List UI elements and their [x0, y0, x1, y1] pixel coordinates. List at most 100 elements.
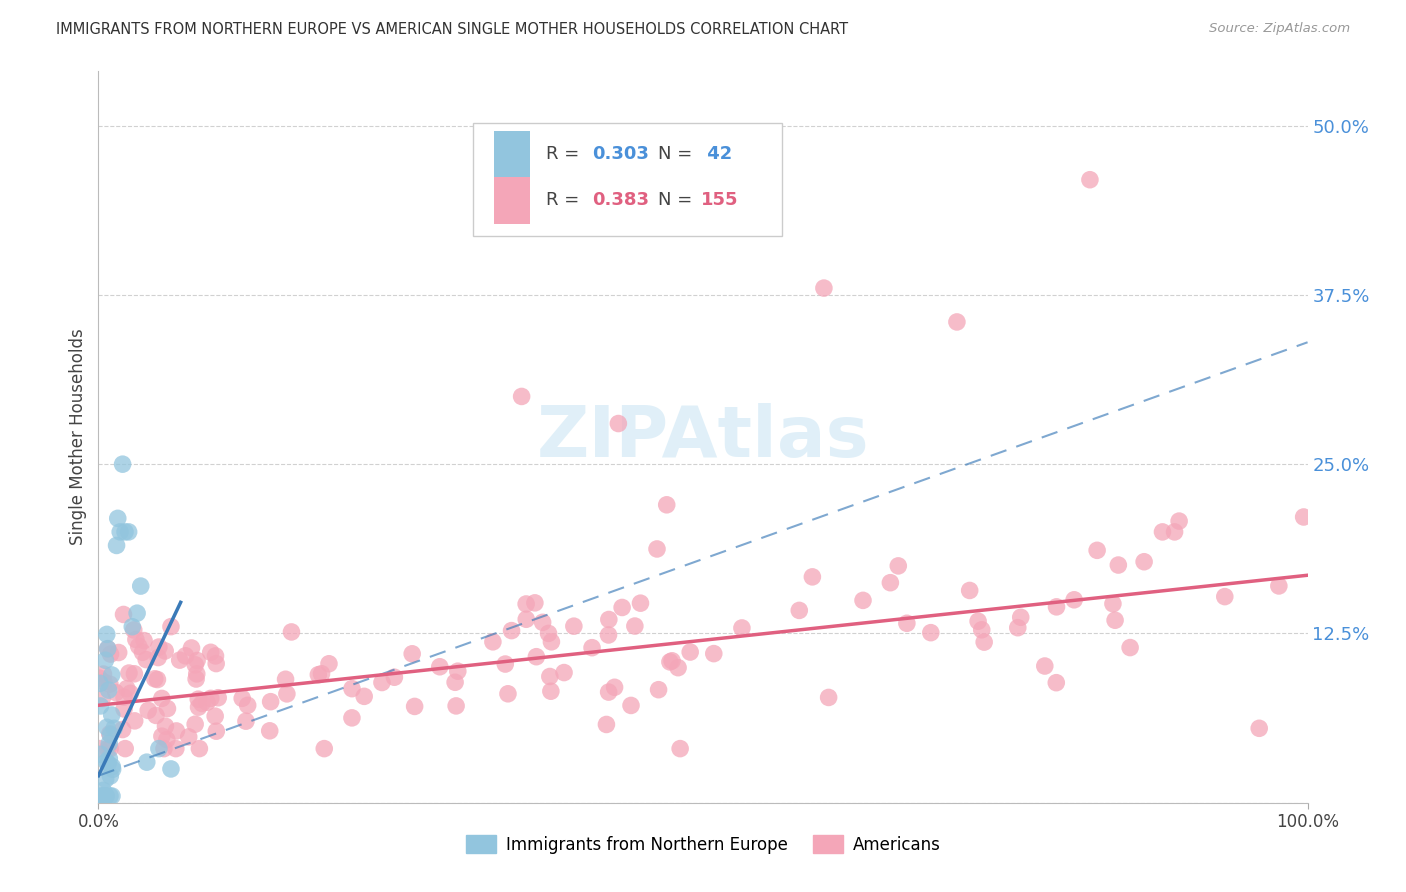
Point — [165, 741, 187, 756]
Point — [598, 628, 620, 642]
Point — [174, 648, 197, 663]
Point — [184, 672, 207, 686]
Point — [191, 697, 214, 711]
Point — [107, 511, 129, 525]
Point — [1033, 659, 1056, 673]
Point — [98, 677, 121, 691]
Point — [200, 691, 222, 706]
Point — [645, 541, 668, 556]
Point — [496, 687, 519, 701]
Point — [1107, 558, 1129, 572]
Point — [669, 741, 692, 756]
Point — [156, 732, 179, 747]
Point — [101, 762, 124, 776]
Point — [562, 619, 585, 633]
Point — [93, 675, 115, 690]
Point — [150, 691, 173, 706]
Point — [501, 624, 523, 638]
Point — [112, 690, 135, 705]
Point — [603, 681, 626, 695]
Point — [90, 789, 112, 803]
Point — [132, 633, 155, 648]
Point — [852, 593, 875, 607]
Point — [259, 695, 281, 709]
Point — [896, 616, 918, 631]
Point — [125, 632, 148, 647]
Point — [118, 666, 141, 681]
Point — [630, 596, 652, 610]
Point — [259, 723, 281, 738]
Point — [165, 723, 187, 738]
Point — [91, 789, 114, 803]
Point — [98, 736, 121, 750]
Point — [128, 639, 150, 653]
Point — [96, 720, 118, 734]
Point — [340, 681, 363, 696]
Point — [186, 666, 208, 681]
Point — [98, 727, 121, 741]
Point — [970, 623, 993, 637]
Point — [787, 603, 810, 617]
Point — [108, 524, 131, 539]
Point — [598, 685, 620, 699]
Point — [307, 667, 329, 681]
Point — [96, 789, 118, 803]
Point — [180, 640, 202, 655]
Point — [155, 719, 177, 733]
Point — [318, 657, 340, 671]
Point — [148, 640, 170, 654]
Point — [371, 675, 394, 690]
Text: R =: R = — [546, 145, 585, 163]
Point — [447, 664, 470, 678]
Point — [97, 641, 120, 656]
Text: 0.303: 0.303 — [592, 145, 648, 163]
Point — [89, 698, 111, 713]
Point — [1063, 592, 1085, 607]
Point — [94, 772, 117, 787]
Point — [280, 624, 302, 639]
Point — [103, 721, 125, 735]
Point — [118, 524, 141, 539]
Point — [610, 600, 633, 615]
Point — [93, 789, 115, 803]
Text: ZIPAtlas: ZIPAtlas — [537, 402, 869, 472]
Point — [1085, 543, 1108, 558]
Point — [1268, 579, 1291, 593]
Point — [112, 702, 135, 716]
Point — [598, 613, 620, 627]
Point — [97, 683, 120, 698]
Point — [204, 648, 226, 663]
Point — [93, 789, 115, 803]
Point — [231, 691, 253, 706]
Point — [93, 789, 115, 803]
Point — [624, 619, 647, 633]
Point — [195, 695, 218, 709]
Text: 42: 42 — [700, 145, 733, 163]
Point — [1010, 610, 1032, 624]
Point — [115, 681, 138, 696]
Point — [494, 657, 516, 671]
Point — [205, 657, 228, 671]
Point — [111, 457, 134, 471]
Point — [946, 315, 969, 329]
Point — [114, 524, 136, 539]
Point — [98, 769, 121, 783]
Point — [89, 676, 111, 690]
Point — [112, 607, 135, 622]
Point — [235, 714, 257, 728]
Point — [204, 709, 226, 723]
Point — [94, 789, 117, 803]
Legend: Immigrants from Northern Europe, Americans: Immigrants from Northern Europe, America… — [458, 829, 948, 860]
Point — [1249, 721, 1271, 735]
Point — [145, 708, 167, 723]
Point — [177, 730, 200, 744]
Point — [184, 657, 207, 672]
Point — [100, 647, 122, 661]
Point — [105, 538, 128, 552]
Text: Source: ZipAtlas.com: Source: ZipAtlas.com — [1209, 22, 1350, 36]
Point — [661, 654, 683, 668]
Point — [169, 653, 191, 667]
Point — [101, 759, 124, 773]
Point — [200, 645, 222, 659]
Point — [136, 703, 159, 717]
